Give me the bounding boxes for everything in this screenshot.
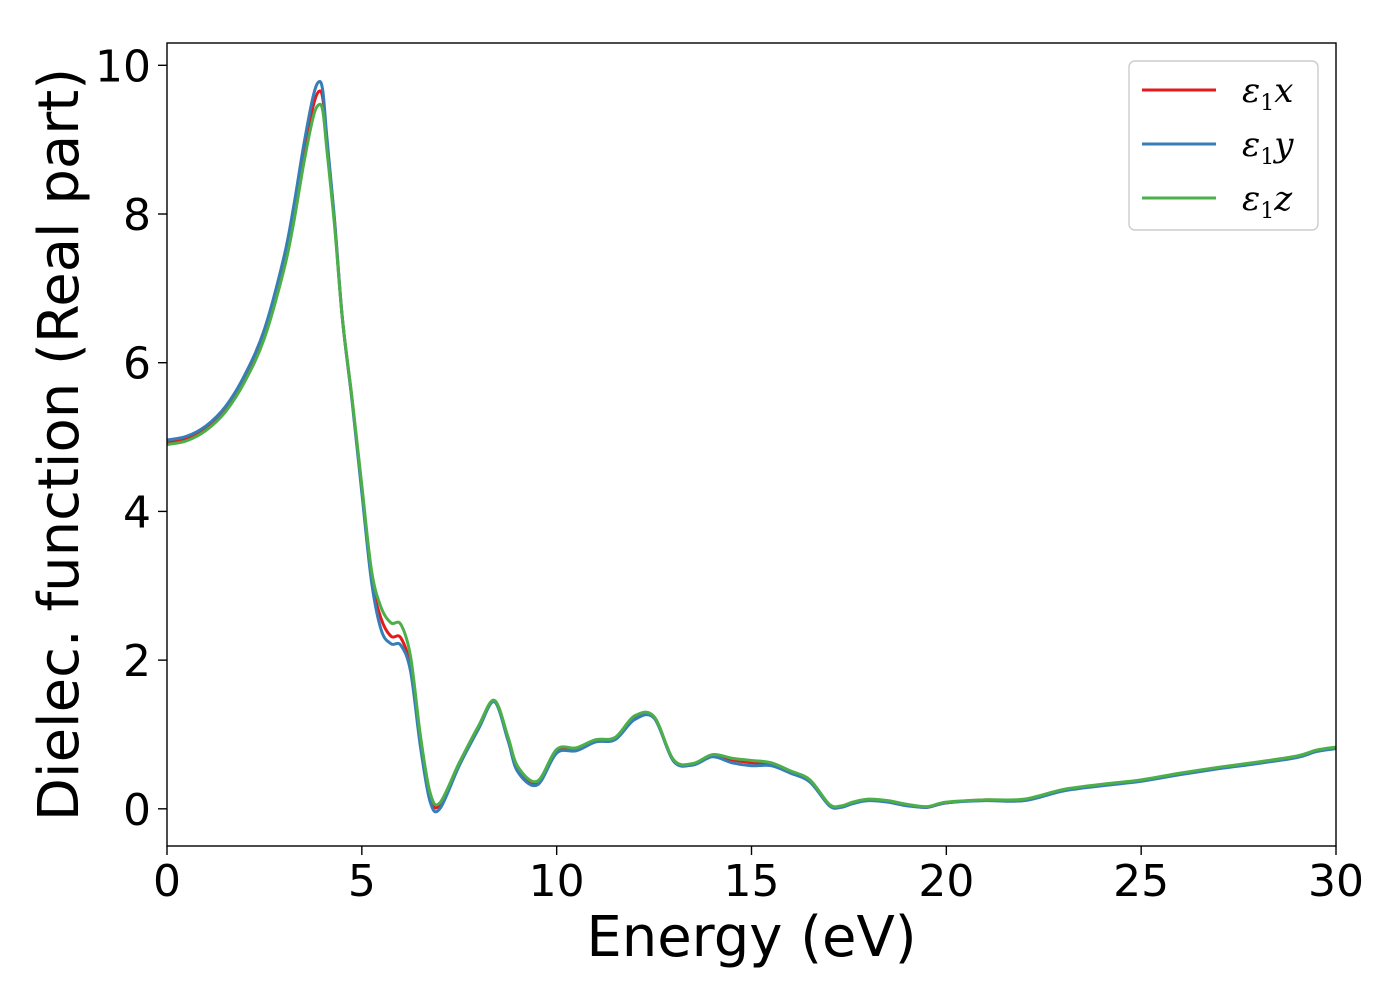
x-tick-label: 0	[153, 856, 181, 907]
legend: ε1x ε1y ε1z	[1128, 60, 1319, 231]
legend-label: ε1x	[1242, 71, 1293, 116]
x-axis-title: Energy (eV)	[586, 905, 916, 970]
y-tick-label: 2	[123, 636, 151, 687]
y-tick-label: 0	[123, 785, 151, 836]
y-tick-label: 4	[123, 487, 151, 538]
x-tick-label: 15	[724, 856, 780, 907]
ticks-layer: 0 5 10 15 20 25 30 0 2 4 6 8 10	[95, 41, 1364, 907]
legend-label: ε1z	[1242, 179, 1293, 224]
y-tick-label: 8	[123, 190, 151, 241]
x-tick-label: 20	[918, 856, 974, 907]
legend-box	[1128, 60, 1319, 231]
y-tick-label: 6	[123, 339, 151, 390]
series-layer	[167, 79, 1336, 814]
x-tick-label: 25	[1113, 856, 1169, 907]
y-tick-label: 10	[95, 41, 151, 92]
series-line-z	[167, 102, 1336, 809]
x-tick-label: 10	[529, 856, 585, 907]
y-axis-title: Dielec. function (Real part)	[27, 68, 92, 821]
legend-label: ε1y	[1242, 125, 1294, 170]
x-tick-label: 30	[1308, 856, 1364, 907]
x-tick-label: 5	[348, 856, 376, 907]
